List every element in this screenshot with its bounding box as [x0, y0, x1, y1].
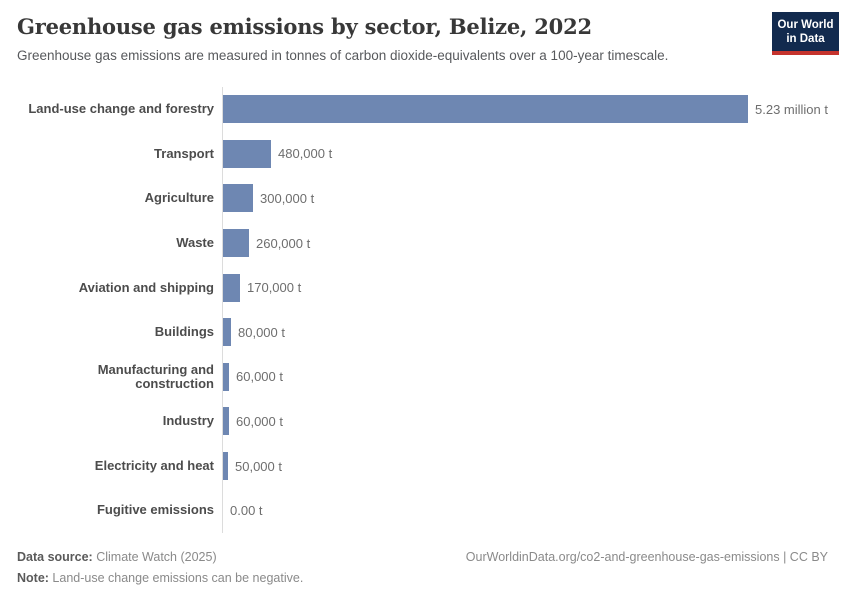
- bar[interactable]: [223, 452, 228, 481]
- value-label: 60,000 t: [236, 413, 283, 429]
- bar[interactable]: [223, 184, 253, 213]
- chart-row: Land-use change and forestry 5.23 million…: [16, 87, 834, 132]
- bar-zone: 0.00 t: [222, 488, 834, 533]
- owid-logo[interactable]: Our World in Data: [772, 12, 839, 55]
- chart-row: Manufacturing and construction 60,000 t: [16, 354, 834, 400]
- bar-zone: 170,000 t: [222, 265, 834, 310]
- bar[interactable]: [223, 273, 240, 302]
- value-label: 170,000 t: [247, 280, 302, 296]
- page-title: Greenhouse gas emissions by sector, Beli…: [17, 14, 592, 39]
- bar[interactable]: [223, 139, 271, 168]
- value-label: 80,000 t: [238, 324, 285, 340]
- category-label: Fugitive emissions: [96, 502, 214, 518]
- chart-row: Aviation and shipping 170,000 t: [16, 265, 834, 310]
- category-label: Buildings: [154, 324, 214, 340]
- category-label: Manufacturing and construction: [97, 361, 214, 391]
- note-line: Note: Land-use change emissions can be n…: [17, 568, 828, 589]
- category-label: Waste: [176, 234, 214, 250]
- bar-zone: 480,000 t: [222, 131, 834, 177]
- citation-link[interactable]: OurWorldinData.org/co2-and-greenhouse-ga…: [465, 550, 828, 564]
- chart-row: Buildings 80,000 t: [16, 309, 834, 355]
- value-label: 300,000 t: [260, 190, 315, 206]
- chart-row: Electricity and heat 50,000 t: [16, 443, 834, 489]
- data-source-value: Climate Watch (2025): [92, 550, 217, 564]
- chart-row: Fugitive emissions 0.00 t: [16, 488, 834, 533]
- bar[interactable]: [223, 318, 231, 347]
- chart-row: Industry 60,000 t: [16, 399, 834, 444]
- data-source-label: Data source:: [17, 550, 93, 564]
- chart-row: Transport 480,000 t: [16, 131, 834, 177]
- chart-subtitle: Greenhouse gas emissions are measured in…: [17, 48, 669, 63]
- bar-zone: 60,000 t: [222, 399, 834, 444]
- owid-logo-line2: in Data: [786, 33, 825, 45]
- bar-zone: 50,000 t: [222, 443, 834, 489]
- bar[interactable]: [223, 95, 748, 124]
- chart-footer: Data source: Climate Watch (2025) Note: …: [17, 547, 828, 589]
- value-label: 50,000 t: [235, 458, 282, 474]
- note-label: Note:: [17, 571, 49, 585]
- value-label: 260,000 t: [256, 235, 311, 251]
- chart-row: Agriculture 300,000 t: [16, 176, 834, 221]
- owid-logo-line1: Our World: [777, 19, 834, 31]
- bar-zone: 260,000 t: [222, 220, 834, 266]
- bar-zone: 60,000 t: [222, 354, 834, 400]
- note-value: Land-use change emissions can be negativ…: [48, 571, 304, 585]
- category-label: Land-use change and forestry: [28, 101, 214, 117]
- bar-zone: 5.23 million t: [222, 87, 834, 132]
- category-label: Electricity and heat: [94, 457, 214, 473]
- category-label: Aviation and shipping: [78, 279, 214, 295]
- bar[interactable]: [223, 362, 229, 391]
- category-label: Agriculture: [144, 190, 214, 206]
- chart-rows: Land-use change and forestry 5.23 million…: [16, 87, 834, 533]
- bar-zone: 300,000 t: [222, 176, 834, 221]
- value-label: 0.00 t: [230, 503, 263, 519]
- bar[interactable]: [223, 229, 249, 258]
- value-label: 480,000 t: [278, 146, 333, 162]
- bar-zone: 80,000 t: [222, 309, 834, 355]
- chart-header: Greenhouse gas emissions by sector, Beli…: [17, 12, 839, 63]
- bar-chart: Land-use change and forestry 5.23 million…: [16, 87, 834, 533]
- chart-row: Waste 260,000 t: [16, 220, 834, 266]
- value-label: 5.23 million t: [755, 101, 828, 117]
- category-label: Industry: [162, 413, 214, 429]
- category-label: Transport: [154, 145, 214, 161]
- value-label: 60,000 t: [236, 369, 283, 385]
- bar[interactable]: [223, 407, 229, 436]
- data-source-line: Data source: Climate Watch (2025): [17, 547, 828, 568]
